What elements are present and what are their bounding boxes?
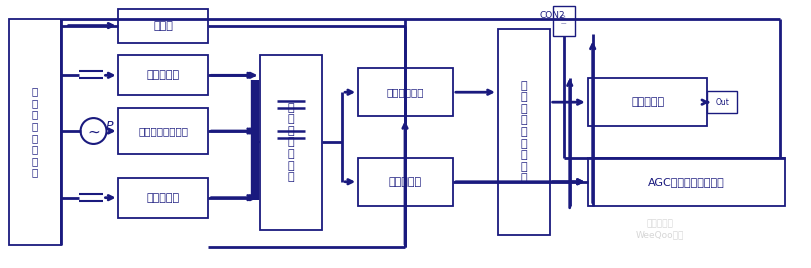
Text: 双平衡解调器: 双平衡解调器 xyxy=(386,87,423,97)
Text: 反相驱动器: 反相驱动器 xyxy=(147,70,180,80)
Text: 移相器: 移相器 xyxy=(153,21,173,31)
Text: 电压调整器: 电压调整器 xyxy=(388,177,422,187)
Text: 电子发烧友
WeeQoo技术: 电子发烧友 WeeQoo技术 xyxy=(634,220,683,239)
Text: AGC闭环反馈控制回路: AGC闭环反馈控制回路 xyxy=(647,177,724,187)
Text: C₁
—: C₁ — xyxy=(560,15,566,26)
Bar xyxy=(118,9,208,43)
Bar xyxy=(706,91,736,113)
Bar xyxy=(118,108,208,154)
Text: 同相驱动器: 同相驱动器 xyxy=(147,193,180,203)
Text: CON2: CON2 xyxy=(539,11,564,20)
Text: P: P xyxy=(105,120,113,133)
Bar xyxy=(118,55,208,95)
Bar xyxy=(9,18,61,245)
Bar xyxy=(552,6,574,36)
Text: 电
荷
转
移
放
大
器: 电 荷 转 移 放 大 器 xyxy=(288,103,294,182)
Bar xyxy=(497,29,549,236)
Bar xyxy=(118,178,208,218)
Bar xyxy=(587,78,706,126)
Text: Out: Out xyxy=(714,98,728,107)
Text: 容差式电容传感器: 容差式电容传感器 xyxy=(138,126,188,136)
Text: 跟随器输出: 跟随器输出 xyxy=(630,97,663,107)
Text: 二
阶
有
源
低
通
滤
波
器: 二 阶 有 源 低 通 滤 波 器 xyxy=(520,81,526,183)
Text: 高
稳
定
交
流
信
号
源: 高 稳 定 交 流 信 号 源 xyxy=(32,86,38,178)
Bar xyxy=(587,158,784,206)
Bar xyxy=(358,158,453,206)
Text: ~: ~ xyxy=(87,125,100,140)
Bar xyxy=(358,68,453,116)
Bar xyxy=(260,55,322,229)
